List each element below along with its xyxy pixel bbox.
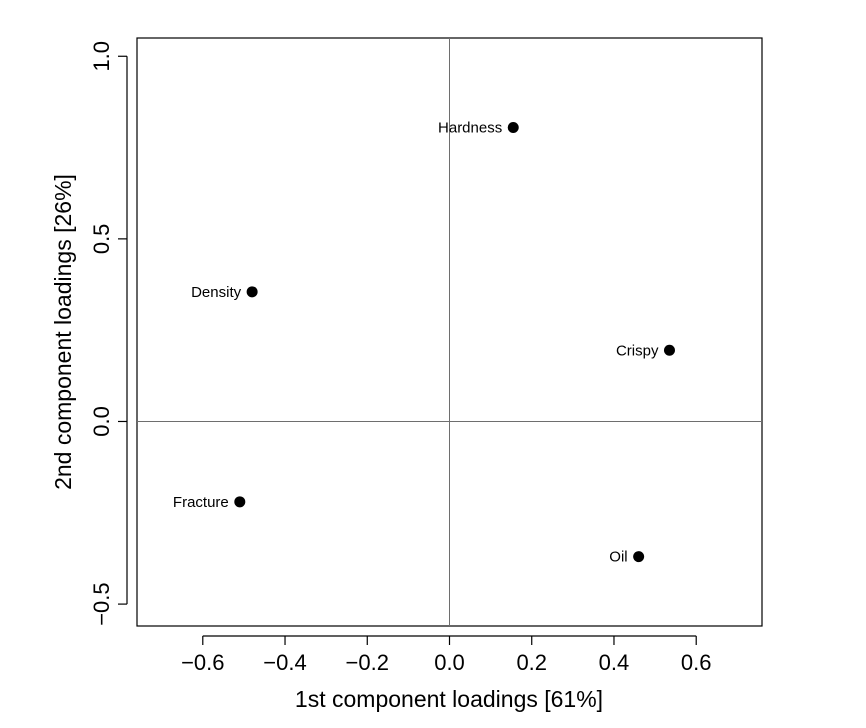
y-tick-label: 1.0 (89, 41, 114, 72)
x-tick-label: −0.6 (181, 650, 224, 675)
point-label: Fracture (173, 494, 229, 511)
data-point (234, 496, 246, 508)
y-tick-label: 0.0 (89, 406, 114, 437)
data-point (246, 286, 258, 298)
point-label: Hardness (438, 119, 502, 136)
y-axis-title: 2nd component loadings [26%] (50, 174, 76, 490)
x-tick-label: 0.4 (599, 650, 630, 675)
x-tick-label: −0.4 (263, 650, 306, 675)
data-points: Hardness Density Crispy Fracture Oil (173, 119, 675, 566)
x-tick-label: 0.2 (516, 650, 547, 675)
point-label: Crispy (616, 342, 659, 359)
y-tick-label: −0.5 (89, 582, 114, 625)
data-point (507, 121, 519, 133)
x-axis-title: 1st component loadings [61%] (295, 686, 603, 712)
y-axis: −0.5 0.0 0.5 1.0 (89, 41, 128, 626)
data-point (663, 344, 675, 356)
x-tick-label: −0.2 (346, 650, 389, 675)
point-label: Density (191, 284, 242, 301)
y-tick-label: 0.5 (89, 224, 114, 255)
x-axis: −0.6 −0.4 −0.2 0.0 0.2 0.4 0.6 (181, 635, 712, 675)
x-tick-label: 0.0 (434, 650, 465, 675)
point-label: Oil (609, 549, 627, 566)
data-point (633, 551, 645, 563)
x-tick-label: 0.6 (681, 650, 712, 675)
